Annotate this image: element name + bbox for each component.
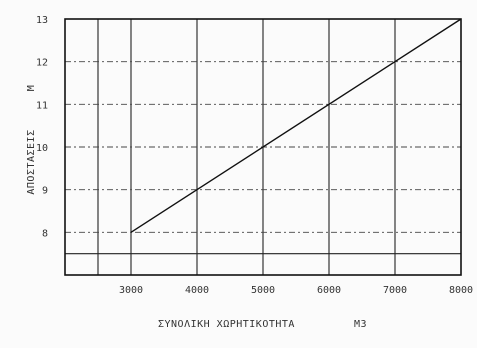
series-line xyxy=(130,18,462,233)
x-axis-unit: M3 xyxy=(354,319,367,330)
x-axis-title: ΣΥΝΟΛΙΚΗ ΧΩΡΗΤΙΚΟΤΗΤΑ M3 xyxy=(158,319,367,330)
x-tick-label: 4000 xyxy=(185,285,209,296)
x-tick-labels: 3000 4000 5000 6000 7000 8000 xyxy=(119,285,473,296)
y-tick-label: 9 xyxy=(42,186,48,197)
x-axis-label: ΣΥΝΟΛΙΚΗ ΧΩΡΗΤΙΚΟΤΗΤΑ xyxy=(158,319,295,330)
x-tick-label: 5000 xyxy=(251,285,275,296)
plot-frame xyxy=(64,18,462,276)
x-tick-label: 6000 xyxy=(317,285,341,296)
y-tick-labels: 8 9 10 11 12 13 xyxy=(36,15,48,239)
y-tick-label: 12 xyxy=(36,58,48,69)
x-tick-label: 3000 xyxy=(119,285,143,296)
x-tick-label: 7000 xyxy=(383,285,407,296)
x-tick-label: 8000 xyxy=(449,285,473,296)
y-tick-label: 11 xyxy=(36,100,48,111)
y-axis-unit: M xyxy=(26,85,37,92)
series-group xyxy=(130,18,462,233)
y-axis-label: ΑΠΟΣΤΑΣΕΙΣ xyxy=(26,129,37,194)
y-axis-title: ΑΠΟΣΤΑΣΕΙΣ M xyxy=(26,85,37,195)
y-tick-label: 10 xyxy=(36,143,48,154)
y-tick-label: 8 xyxy=(42,228,48,239)
y-tick-label: 13 xyxy=(36,15,48,26)
